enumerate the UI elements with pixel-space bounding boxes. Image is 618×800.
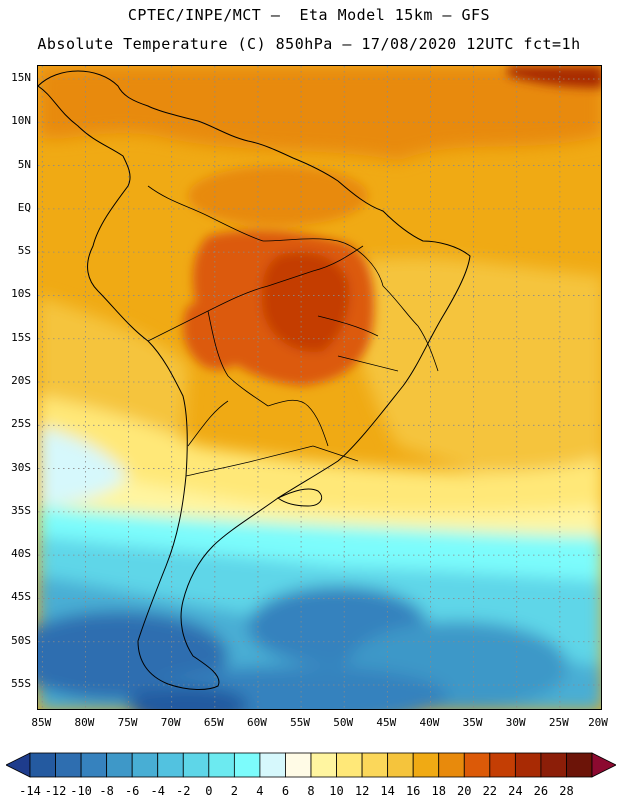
colorbar-cell — [131, 752, 159, 778]
coastline — [38, 70, 471, 690]
latitude-label: 30S — [11, 460, 31, 474]
colorbar-cell — [387, 752, 414, 778]
latitude-label: 25S — [11, 417, 31, 431]
longitude-label: 60W — [247, 716, 267, 729]
colorbar-min-arrow — [6, 752, 31, 778]
colorbar-cell — [361, 752, 389, 778]
colorbar-tick-label: -4 — [150, 784, 165, 798]
country-borders — [147, 185, 439, 477]
colorbar-cell — [208, 752, 235, 778]
longitude-label: 45W — [376, 716, 397, 729]
latitude-label: 40S — [11, 547, 31, 561]
longitude-label: 80W — [74, 716, 95, 729]
longitude-label: 55W — [290, 716, 311, 729]
colorbar-cell — [412, 752, 440, 778]
title-line-1: CPTEC/INPE/MCT – Eta Model 15km – GFS — [127, 6, 491, 24]
latitude-label: 45S — [11, 590, 31, 604]
colorbar-tick-label: -10 — [70, 784, 92, 798]
colorbar-cell — [157, 752, 184, 778]
colorbar-tick-label: -6 — [124, 784, 140, 798]
colorbar-tick-label: 28 — [559, 784, 574, 798]
longitude-label: 85W — [31, 716, 52, 729]
colorbar-tick-label: -12 — [44, 784, 67, 798]
colorbar-cell — [55, 752, 82, 778]
colorbar-cell — [29, 752, 56, 778]
colorbar-tick-label: 14 — [380, 784, 395, 798]
longitude-label: 35W — [462, 716, 483, 729]
colorbar-cell — [540, 752, 567, 778]
colorbar-cell — [310, 752, 337, 778]
colorbar-cell — [285, 752, 312, 778]
colorbar-tick-label: 20 — [457, 784, 472, 798]
colorbar-tick-label: -2 — [176, 784, 191, 798]
graticule — [38, 66, 601, 709]
colorbar-tick-label: -8 — [99, 784, 114, 798]
colorbar-max-arrow — [591, 752, 616, 778]
longitude-label: 20W — [588, 716, 608, 729]
latitude-label: 20S — [11, 374, 31, 387]
longitude-label: 50W — [333, 716, 354, 729]
colorbar-cell — [463, 752, 491, 778]
longitude-label: 40W — [419, 716, 440, 729]
latitude-label: 10S — [11, 287, 31, 301]
latitude-label: 10N — [11, 114, 31, 128]
color-scale-bar — [6, 752, 616, 778]
colorbar-tick-label: 8 — [307, 784, 315, 798]
colorbar-tick-label: 16 — [405, 784, 421, 798]
colorbar-cell — [80, 752, 108, 778]
latitude-label: 50S — [11, 633, 31, 647]
latitude-label: 15N — [11, 70, 31, 84]
latitude-label: 5N — [17, 157, 31, 171]
colorbar-tick-label: 18 — [431, 784, 446, 798]
colorbar-tick-label: 6 — [281, 784, 290, 798]
colorbar-cell — [438, 752, 465, 778]
colorbar-cell — [336, 752, 363, 778]
longitude-label: 75W — [117, 716, 138, 729]
colorbar-tick-label: 22 — [482, 784, 498, 798]
colorbar-tick-label: 24 — [508, 784, 523, 798]
latitude-label: 15S — [11, 330, 31, 344]
colorbar-tick-label: 12 — [354, 784, 370, 798]
latitude-label: EQ — [17, 200, 31, 214]
longitude-label: 70W — [160, 716, 181, 729]
colorbar-tick-label: 10 — [329, 784, 344, 798]
temperature-map[interactable] — [37, 65, 602, 710]
title-line-2: Absolute Temperature (C) 850hPa – 17/08/… — [37, 35, 581, 53]
colorbar-cell — [233, 752, 261, 778]
colorbar-tick-label: 4 — [256, 784, 264, 798]
temperature-field — [38, 66, 601, 709]
colorbar-cell — [259, 752, 286, 778]
colorbar-tick-label: 2 — [230, 784, 238, 798]
longitude-label: 65W — [203, 716, 224, 729]
colorbar-tick-label: 0 — [205, 784, 213, 798]
latitude-label: 5S — [17, 244, 31, 258]
longitude-label: 25W — [548, 716, 569, 729]
colorbar-cell — [106, 752, 133, 778]
latitude-label: 35S — [11, 503, 31, 517]
colorbar-cell — [489, 752, 516, 778]
longitude-label: 30W — [505, 716, 526, 729]
colorbar-cell — [566, 752, 593, 778]
colorbar-cell — [514, 752, 542, 778]
colorbar-tick-label: 26 — [533, 784, 549, 798]
colorbar-tick-label: -14 — [19, 784, 41, 798]
latitude-label: 55S — [11, 677, 31, 691]
colorbar-cell — [182, 752, 210, 778]
